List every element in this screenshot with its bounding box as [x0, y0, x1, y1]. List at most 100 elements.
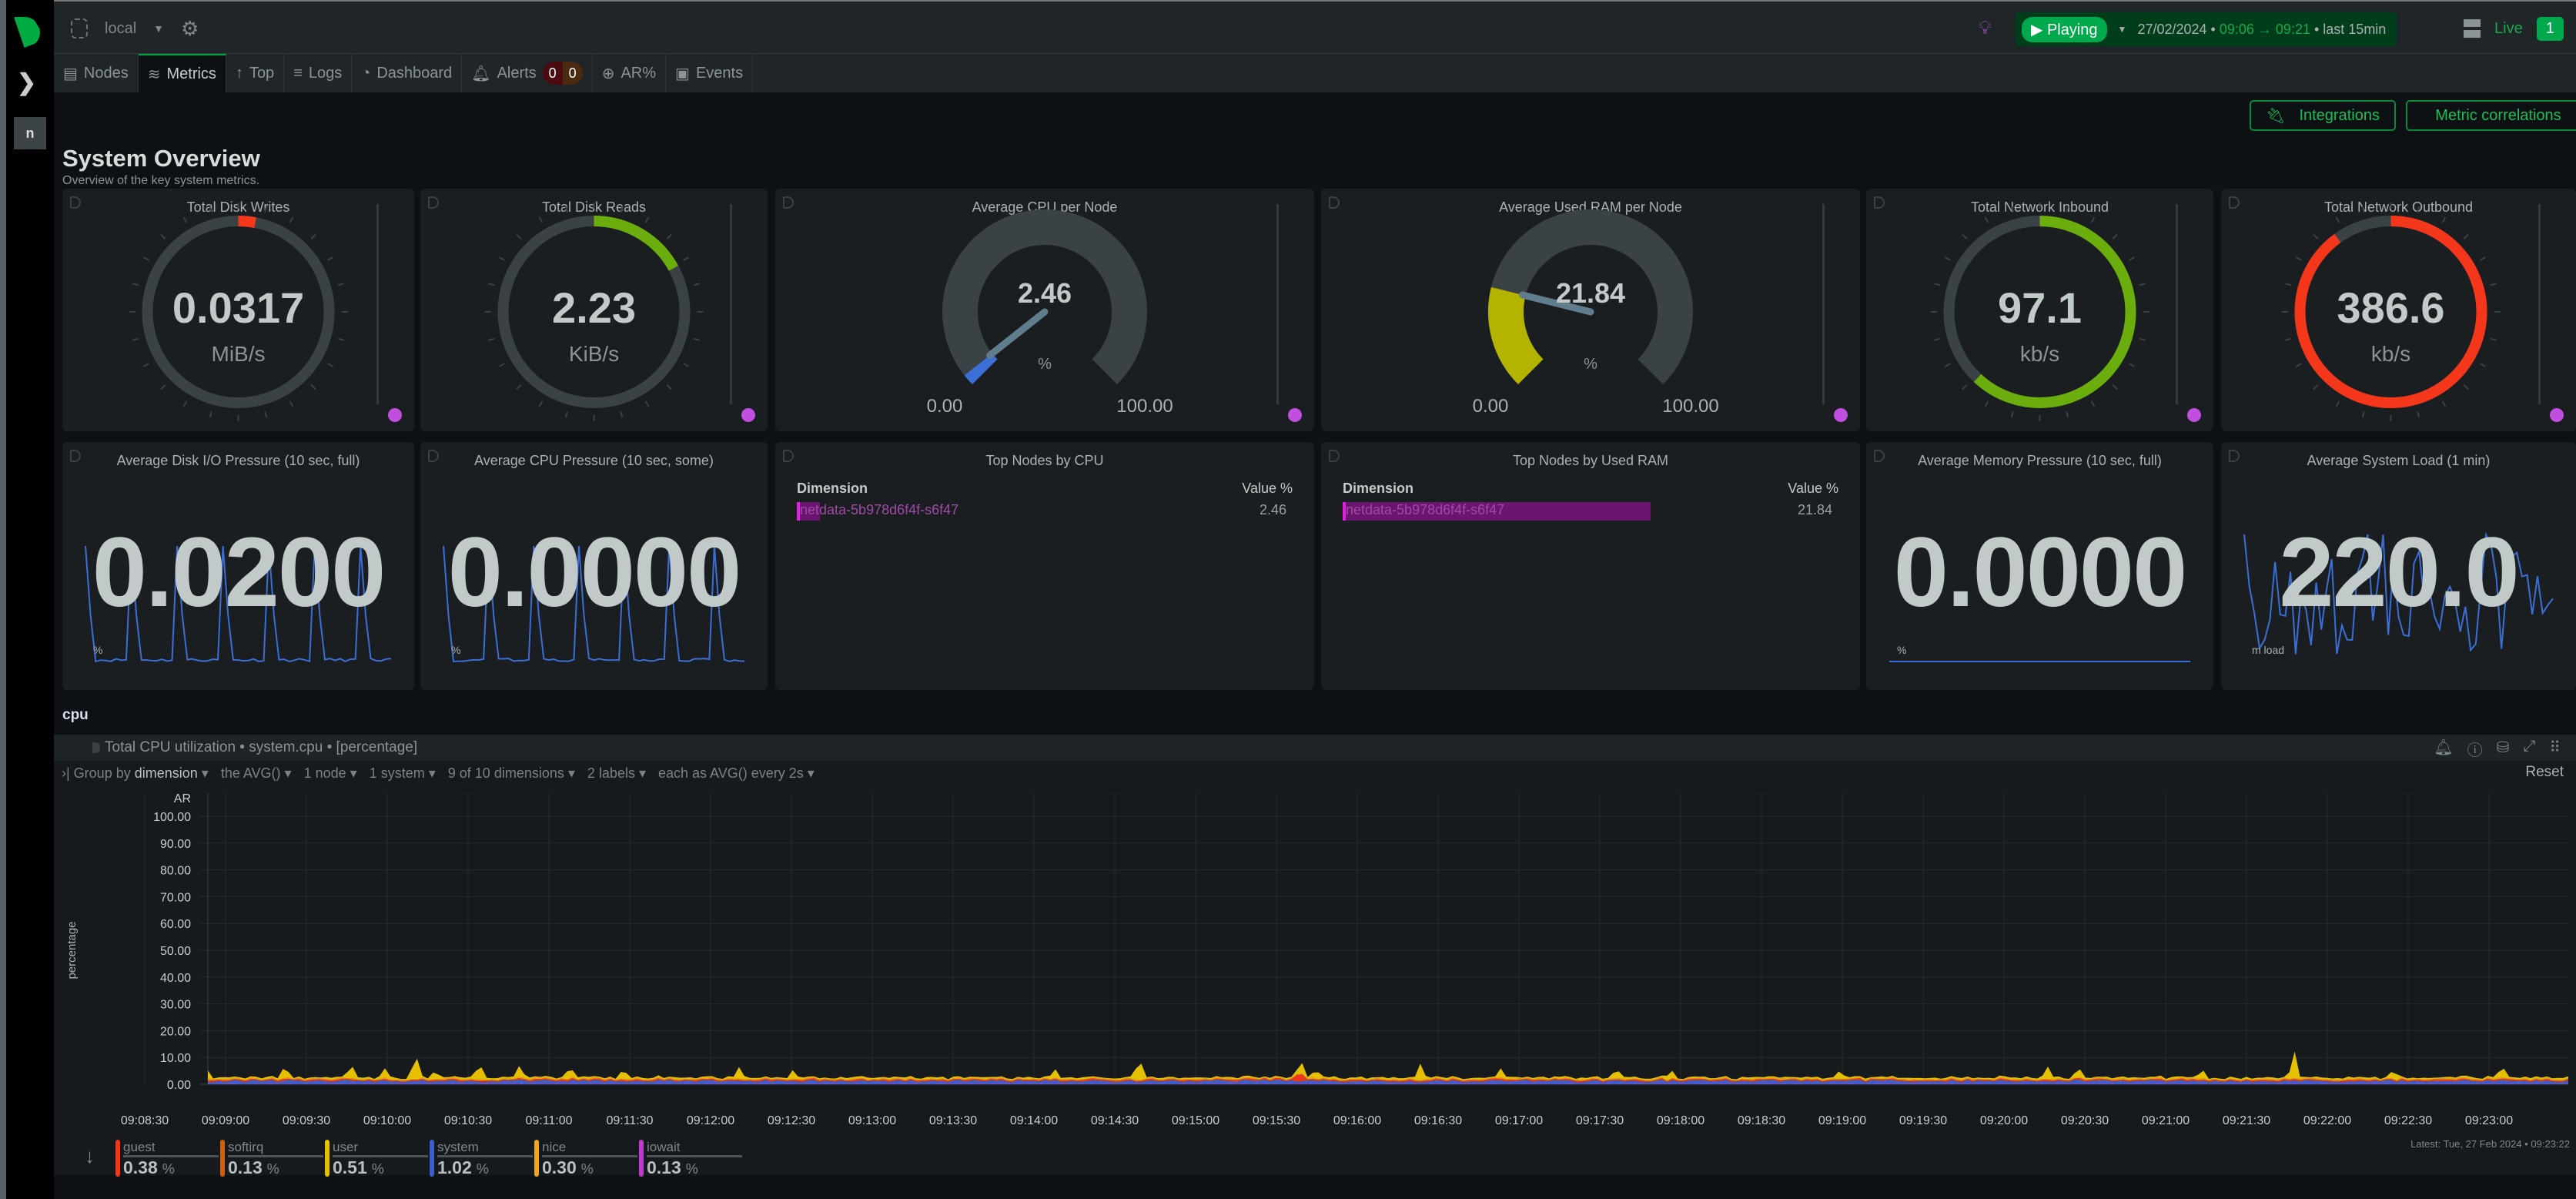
y-tick-label: 90.00 [160, 838, 191, 851]
latest-timestamp: Latest: Tue, 27 Feb 2024 • 09:23:22 [2410, 1138, 2570, 1150]
card-title: Average System Load (1 min) [2307, 453, 2491, 468]
server-icon[interactable] [2464, 19, 2481, 38]
bell-icon[interactable]: 🔔︎ [2434, 739, 2454, 756]
time-aggregation-dropdown[interactable]: each as AVG() every 2s ▾ [658, 765, 815, 781]
instances-dropdown[interactable]: 1 system ▾ [369, 765, 436, 781]
anomaly-icon[interactable] [2187, 408, 2201, 422]
cpu-area-chart[interactable]: 09:08:30 09:09:00 09:09:30 09:10:00 09:10:30… [54, 785, 2576, 1186]
aggregation-dropdown[interactable]: the AVG() ▾ [220, 765, 292, 781]
space-name[interactable]: local [105, 19, 137, 37]
gauge-card: Total Network Inbound 97.1 kb/s [1866, 189, 2213, 431]
gauge-tick [2112, 233, 2118, 239]
anomaly-icon[interactable] [1834, 408, 1848, 422]
gauge: 2.23 KiB/s [484, 203, 704, 421]
anomaly-icon[interactable] [388, 408, 402, 422]
chevron-down-icon[interactable]: ▼ [153, 22, 164, 35]
gauge-unit: KiB/s [569, 342, 619, 366]
fullscreen-icon[interactable]: ⤢ [2523, 738, 2536, 755]
x-tick-label: 09:15:00 [1172, 1114, 1219, 1127]
y-tick-label: 20.00 [160, 1025, 191, 1038]
gauge-fill [1943, 216, 2136, 408]
chart-type-icon[interactable]: ⛁ [2496, 739, 2510, 756]
legend-value: 0.38% [123, 1157, 175, 1177]
node-name[interactable]: netdata-5b978d6f4f-s6f47 [800, 502, 959, 517]
gauge-tick [2010, 411, 2014, 418]
card-title: Average CPU Pressure (10 sec, some) [474, 453, 714, 468]
integrations-button[interactable]: 🔌︎ Integrations [2250, 100, 2396, 131]
expand-sidebar-icon[interactable]: ❯ [17, 70, 37, 95]
nodes-dropdown[interactable]: 1 node ▾ [303, 765, 357, 781]
node-value: 21.84 [1797, 502, 1832, 517]
legend-item-user[interactable]: user 0.51% [325, 1140, 430, 1177]
gauge-tick [683, 363, 689, 367]
gauge-tick [160, 384, 166, 390]
range-slider[interactable] [2538, 204, 2541, 404]
range-slider[interactable] [1276, 204, 1279, 404]
labels-dropdown[interactable]: 2 labels ▾ [587, 765, 646, 781]
critical-alerts-badge[interactable]: 0 [542, 62, 563, 85]
playing-button[interactable]: ▶ Playing [2022, 16, 2107, 42]
legend-item-softirq[interactable]: softirq 0.13% [220, 1140, 325, 1177]
warning-alerts-badge[interactable]: 0 [562, 62, 583, 85]
arrow-up-icon: ↑ [235, 64, 243, 82]
netdata-logo[interactable] [14, 17, 40, 48]
legend-color [639, 1140, 644, 1177]
chevron-down-icon[interactable]: ▼ [2117, 24, 2127, 35]
legend-item-guest[interactable]: guest 0.38% [115, 1140, 220, 1177]
metric-value: 0.0200 [92, 517, 386, 628]
gauge-unit: MiB/s [212, 342, 266, 366]
time-range[interactable]: 27/02/2024 • 09:06 → 09:21 • last 15min [2137, 21, 2387, 37]
anomaly-icon[interactable] [741, 408, 755, 422]
legend-item-system[interactable]: system 1.02% [430, 1140, 534, 1177]
tab-ar[interactable]: ⊕ AR% [593, 54, 667, 92]
tab-metrics[interactable]: ≋ Metrics [138, 54, 226, 92]
arrow-down-icon[interactable]: ↓ [85, 1144, 95, 1167]
legend-value: 0.13% [228, 1157, 279, 1177]
range-slider[interactable] [376, 204, 379, 404]
gear-icon[interactable]: ⚙ [181, 16, 199, 40]
info-icon[interactable]: ⓘ [2467, 742, 2483, 759]
legend-item-nice[interactable]: nice 0.30% [534, 1140, 639, 1177]
tab-dashboard[interactable]: ◔ Dashboard [352, 54, 463, 92]
node-name[interactable]: netdata-5b978d6f4f-s6f47 [1346, 502, 1505, 517]
live-count-badge[interactable]: 1 [2536, 16, 2564, 41]
x-tick-label: 09:12:00 [687, 1114, 734, 1127]
node-avatar[interactable]: n [14, 117, 46, 149]
range-slider[interactable] [1822, 204, 1825, 404]
tab-events[interactable]: ▣ Events [666, 54, 754, 92]
anomaly-icon[interactable] [1288, 408, 1302, 422]
group-by-dropdown[interactable]: ›| Group by dimension ▾ [62, 765, 209, 781]
drag-handle-icon[interactable]: ⠿ [2549, 739, 2561, 756]
gauge-tick [209, 411, 212, 418]
gauge-tick [2285, 337, 2292, 341]
x-tick-label: 09:18:00 [1657, 1114, 1705, 1127]
sparkline-line [85, 545, 392, 663]
reset-button[interactable]: Reset [2525, 764, 2564, 780]
legend-item-iowait[interactable]: iowait 0.13% [639, 1140, 744, 1177]
sparkline [443, 545, 745, 663]
gauge-tick [2490, 337, 2497, 341]
x-tick-label: 09:11:30 [606, 1114, 653, 1127]
sparkline [1889, 661, 2190, 662]
tab-nodes[interactable]: ▤ Nodes [54, 54, 139, 92]
sparkline-line [443, 545, 745, 663]
anomaly-icon[interactable] [2550, 408, 2564, 422]
x-tick-label: 09:17:00 [1495, 1114, 1543, 1127]
gauge-tick [327, 256, 333, 261]
space-icon[interactable] [71, 18, 88, 39]
x-tick-label: 09:13:30 [929, 1114, 977, 1127]
range-slider[interactable] [2176, 204, 2178, 404]
gauge-tick [516, 384, 522, 390]
metric-correlations-button[interactable]: Metric correlations [2406, 100, 2576, 131]
gauge-tick [2417, 206, 2420, 213]
gauge-fill [497, 216, 691, 408]
range-slider[interactable] [730, 204, 732, 404]
metric-unit: % [451, 644, 461, 656]
gauge-tick [2441, 400, 2447, 407]
lightbulb-icon[interactable]: 💡︎ [1979, 18, 1992, 39]
tab-logs[interactable]: ≡ Logs [284, 54, 353, 92]
dimensions-dropdown[interactable]: 9 of 10 dimensions ▾ [447, 765, 575, 781]
column-header: Value % [1242, 481, 1293, 496]
tab-top[interactable]: ↑ Top [226, 54, 285, 92]
